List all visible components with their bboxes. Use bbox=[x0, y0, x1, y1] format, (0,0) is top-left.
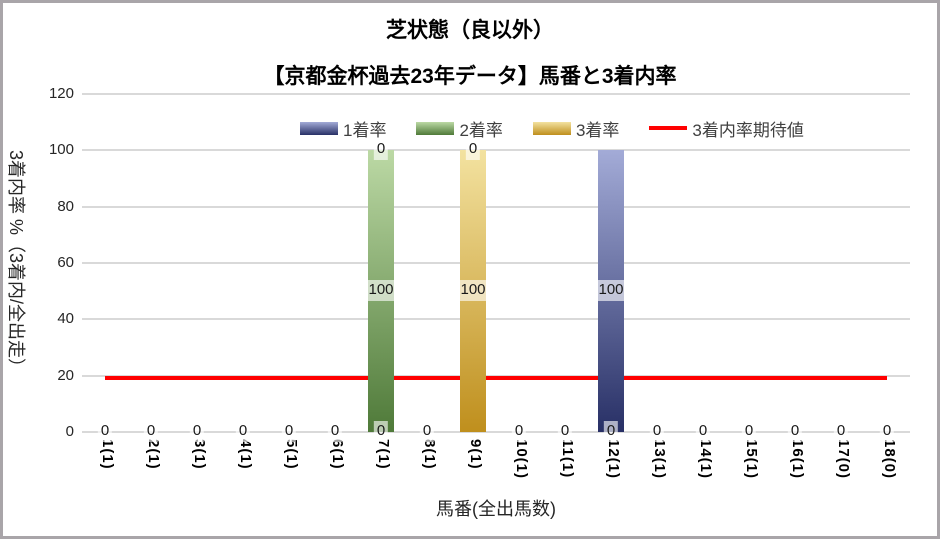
data-label: 0 bbox=[327, 421, 343, 442]
data-label: 0 bbox=[373, 139, 389, 161]
legend-item: 3着率 bbox=[532, 116, 620, 141]
data-label: 0 bbox=[97, 421, 113, 442]
legend-label: 3着率 bbox=[575, 120, 620, 140]
x-tick-label: 12(1) bbox=[605, 439, 622, 480]
y-tick-label: 60 bbox=[57, 254, 74, 271]
x-tick-label: 2(1) bbox=[145, 439, 162, 470]
x-tick-label: 4(1) bbox=[237, 439, 254, 470]
legend-swatch bbox=[532, 121, 571, 135]
chart-title: 芝状態（良以外） bbox=[386, 19, 554, 42]
data-label: 0 bbox=[603, 421, 619, 442]
x-tick-label: 6(1) bbox=[329, 439, 346, 470]
y-tick-label: 0 bbox=[65, 423, 74, 440]
legend-item: 2着率 bbox=[416, 116, 503, 141]
legend-item: 3着内率期待値 bbox=[649, 116, 804, 141]
x-tick-label: 7(1) bbox=[375, 439, 392, 470]
legend-label: 1着率 bbox=[343, 120, 387, 140]
legend-swatch bbox=[416, 121, 455, 135]
data-label: 0 bbox=[143, 421, 159, 442]
data-label: 0 bbox=[419, 421, 435, 442]
x-tick-label: 16(1) bbox=[789, 439, 806, 480]
y-tick-label: 100 bbox=[48, 141, 74, 159]
data-label: 0 bbox=[373, 421, 389, 442]
x-tick-label: 15(1) bbox=[743, 439, 760, 480]
x-tick-label: 17(0) bbox=[835, 439, 852, 480]
grid-line bbox=[82, 431, 910, 433]
grid-line bbox=[82, 318, 910, 321]
expected-value-line bbox=[105, 376, 887, 381]
legend-swatch bbox=[300, 121, 338, 135]
data-label: 0 bbox=[281, 421, 297, 442]
grid-line bbox=[82, 205, 910, 208]
y-tick-label: 20 bbox=[57, 366, 74, 384]
y-tick-label: 40 bbox=[57, 310, 74, 328]
data-label: 0 bbox=[557, 421, 573, 442]
data-label: 0 bbox=[741, 421, 757, 442]
x-tick-label: 10(1) bbox=[513, 439, 530, 480]
grid-line bbox=[82, 374, 910, 377]
x-tick-label: 9(1) bbox=[467, 439, 484, 470]
data-label: 0 bbox=[695, 421, 711, 442]
data-label: 0 bbox=[189, 421, 205, 442]
grid-line bbox=[82, 93, 910, 95]
data-label: 0 bbox=[649, 421, 665, 442]
legend-item: 1着率 bbox=[300, 116, 386, 141]
y-axis-title: 3着内率 %（3着内/全出走） bbox=[6, 149, 26, 377]
data-label: 0 bbox=[511, 421, 527, 442]
x-tick-label: 13(1) bbox=[651, 439, 668, 480]
x-tick-label: 14(1) bbox=[697, 439, 714, 480]
data-label: 0 bbox=[787, 421, 803, 442]
x-tick-label: 8(1) bbox=[421, 439, 438, 470]
data-label: 0 bbox=[465, 139, 481, 161]
data-label: 100 bbox=[457, 280, 489, 301]
x-axis-title: 馬番(全出馬数) bbox=[436, 499, 556, 519]
data-label: 0 bbox=[235, 421, 251, 442]
data-label: 100 bbox=[365, 280, 397, 301]
data-label: 0 bbox=[833, 421, 849, 442]
grid-line bbox=[82, 149, 910, 152]
x-tick-label: 18(0) bbox=[881, 439, 898, 480]
legend: 1着率 2着率 3着率 3着内率期待値 bbox=[300, 116, 804, 140]
x-tick-label: 1(1) bbox=[99, 439, 116, 470]
data-label: 100 bbox=[595, 280, 627, 301]
legend-swatch bbox=[649, 126, 688, 130]
y-tick-label: 120 bbox=[48, 85, 74, 102]
x-tick-label: 11(1) bbox=[559, 439, 576, 479]
data-label: 0 bbox=[879, 421, 895, 442]
grid-line bbox=[82, 262, 910, 264]
chart-subtitle: 【京都金杯過去23年データ】馬番と3着内率 bbox=[263, 65, 677, 88]
y-tick-label: 80 bbox=[57, 197, 74, 215]
x-tick-label: 5(1) bbox=[283, 439, 300, 470]
x-tick-label: 3(1) bbox=[191, 439, 208, 470]
legend-label: 3着内率期待値 bbox=[692, 120, 804, 140]
legend-label: 2着率 bbox=[459, 120, 503, 140]
